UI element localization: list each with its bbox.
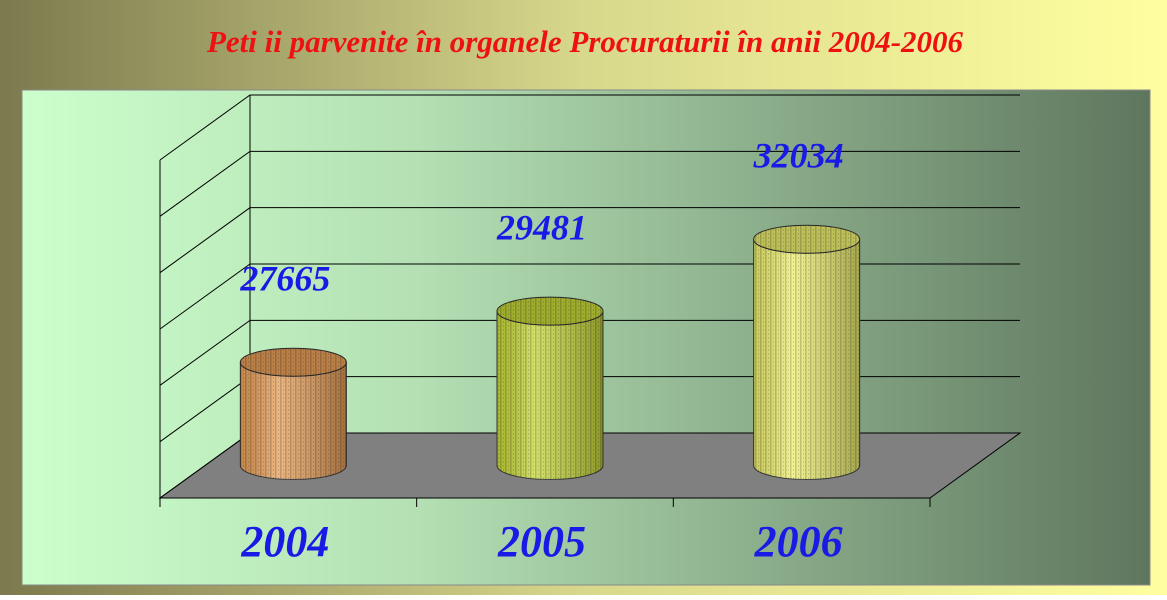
cylinder-top-texture xyxy=(240,348,347,377)
grid-line xyxy=(159,207,1020,274)
grid-line xyxy=(159,94,1020,161)
x-tick-label: 2005 xyxy=(497,517,586,566)
x-tick-label: 2006 xyxy=(754,517,843,566)
grid-line xyxy=(159,150,1020,217)
x-tick-label: 2004 xyxy=(240,517,329,566)
cylinder-top-texture xyxy=(753,225,860,254)
cylinder-texture xyxy=(240,362,347,480)
chart-title: Peti ii parvenite în organele Procuratur… xyxy=(206,24,964,59)
data-label: 27665 xyxy=(239,259,330,299)
cylinder-texture xyxy=(497,311,603,480)
data-label: 32034 xyxy=(753,135,844,175)
cylinder-texture xyxy=(753,239,860,480)
cylinder-top-texture xyxy=(497,297,603,326)
data-label: 29481 xyxy=(496,207,587,247)
